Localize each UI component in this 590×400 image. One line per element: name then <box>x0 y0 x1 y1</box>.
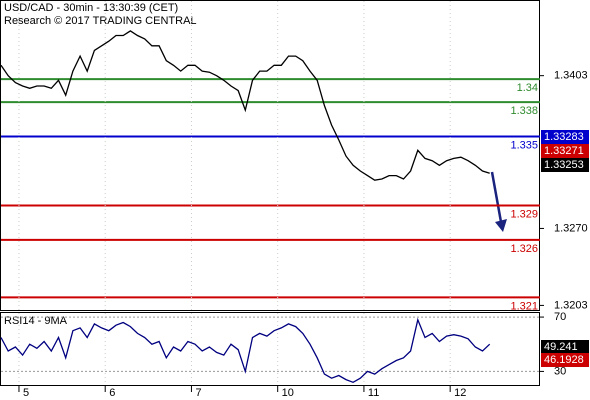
rsi-panel <box>0 312 540 386</box>
forecast-arrow <box>490 171 503 223</box>
price-panel <box>0 0 540 311</box>
series-line <box>0 30 490 181</box>
y-tick-label: 1.3403 <box>554 70 588 82</box>
price-label: 1.33271 <box>544 145 584 157</box>
x-tick-label: 11 <box>368 387 379 399</box>
y-tick-label: 1.3270 <box>554 222 588 234</box>
y-tick-label: 1.3203 <box>554 299 588 311</box>
y-tick-label: 30 <box>554 365 566 377</box>
chart-title: USD/CAD - 30min - 13:30:39 (CET) <box>4 2 178 14</box>
level-label: 1.329 <box>510 208 538 220</box>
price-label: 46.1928 <box>544 354 584 366</box>
level-label: 1.34 <box>517 82 538 94</box>
price-label: 49.241 <box>544 341 578 353</box>
x-tick-label: 10 <box>282 387 294 399</box>
forecast-arrowhead <box>495 219 507 232</box>
x-tick-label: 7 <box>195 387 201 399</box>
price-label-box <box>541 144 589 158</box>
series-line <box>0 317 491 384</box>
price-label: 1.33253 <box>544 159 584 171</box>
chart-subtitle: Research © 2017 TRADING CENTRAL <box>4 15 197 27</box>
x-tick-label: 12 <box>454 387 466 399</box>
level-label: 1.326 <box>510 243 538 255</box>
rsi-title: RSI14 - 9MA <box>4 315 68 327</box>
price-label-box <box>541 130 589 144</box>
x-tick-label: 5 <box>23 387 29 399</box>
level-label: 1.338 <box>510 105 538 117</box>
level-label: 1.321 <box>510 300 538 312</box>
level-label: 1.335 <box>510 139 538 151</box>
price-label-box <box>541 353 589 367</box>
y-tick-label: 70 <box>554 311 566 323</box>
price-label: 1.33283 <box>544 131 584 143</box>
price-label-box <box>541 158 589 172</box>
price-label-box <box>541 340 589 354</box>
x-tick-label: 6 <box>109 387 115 399</box>
